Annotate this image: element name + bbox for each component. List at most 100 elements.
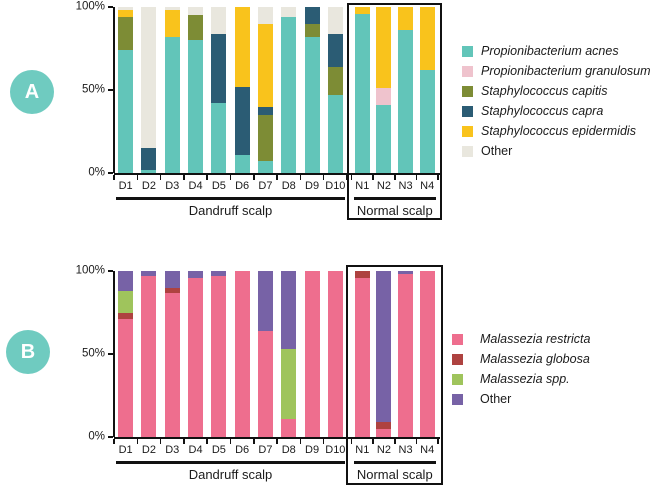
legend-item: Other: [452, 392, 511, 406]
legend-swatch: [452, 393, 463, 405]
segment-n4: [419, 271, 435, 437]
segment-d4: [188, 40, 204, 173]
bar-n1: [354, 7, 370, 173]
y-tick-label: 0%: [88, 430, 105, 443]
category-label-d10: D10: [325, 444, 346, 456]
segment-d1: [118, 271, 134, 291]
panel-a-badge: A: [10, 70, 54, 114]
x-axis-tick: [299, 174, 302, 180]
legend-item: Staphylococcus capra: [462, 104, 603, 118]
segment-d5: [211, 271, 227, 276]
legend-swatch: [462, 105, 473, 117]
segment-n2: [376, 88, 392, 105]
y-axis-line: [113, 271, 115, 437]
category-label-n2: N2: [376, 444, 391, 456]
bar-d8: [281, 7, 297, 173]
segment-d5: [211, 7, 227, 34]
legend-item: Malassezia globosa: [452, 352, 590, 366]
category-label-d3: D3: [165, 180, 180, 192]
bar-d2: [141, 7, 157, 173]
segment-d8: [281, 16, 297, 173]
y-axis-tick: [108, 353, 113, 355]
segment-d7: [257, 23, 273, 107]
legend-label: Malassezia globosa: [480, 352, 590, 366]
x-axis-tick: [437, 174, 439, 180]
segment-d9: [304, 7, 320, 24]
legend-item: Other: [462, 144, 512, 158]
segment-d1: [118, 50, 134, 173]
y-tick-label: 100%: [75, 0, 105, 13]
y-axis-tick: [108, 270, 113, 272]
segment-d2: [141, 148, 157, 170]
segment-n3: [398, 271, 414, 275]
bar-d5: [211, 271, 227, 437]
x-axis-tick: [415, 438, 418, 444]
x-axis-tick: [276, 174, 278, 180]
x-axis-tick: [394, 438, 396, 444]
category-label-n1: N1: [355, 180, 370, 192]
x-axis-line: [114, 173, 440, 175]
segment-d5: [211, 103, 227, 173]
x-axis-tick: [113, 438, 115, 444]
segment-d9: [304, 36, 320, 173]
legend-label: Other: [480, 392, 512, 406]
segment-d3: [164, 36, 180, 173]
category-label-d7: D7: [258, 180, 273, 192]
category-label-d8: D8: [281, 444, 296, 456]
segment-n3: [398, 30, 414, 173]
category-label-d7: D7: [258, 444, 273, 456]
segment-d10: [327, 271, 343, 437]
category-label-d9: D9: [305, 444, 320, 456]
normal-scalp-box: [346, 265, 443, 485]
segment-d10: [327, 33, 343, 67]
x-axis-tick: [372, 174, 374, 180]
segment-n1: [354, 13, 370, 173]
panel-b-badge: B: [6, 330, 50, 374]
category-label-n2: N2: [376, 180, 391, 192]
category-label-d1: D1: [118, 444, 133, 456]
x-axis-tick: [206, 438, 208, 444]
bar-n1: [354, 271, 370, 437]
bar-d8: [281, 271, 297, 437]
category-label-n4: N4: [420, 444, 435, 456]
bar-d2: [141, 271, 157, 437]
bar-n3: [398, 271, 414, 437]
legend-item: Staphylococcus epidermidis: [462, 124, 636, 138]
group-label: Dandruff scalp: [188, 467, 273, 482]
segment-d9: [304, 271, 320, 437]
segment-n1: [354, 277, 370, 437]
x-axis-tick: [206, 174, 208, 180]
segment-d6: [234, 86, 250, 155]
category-label-n3: N3: [398, 180, 413, 192]
segment-n2: [376, 271, 392, 423]
legend-label: Malassezia spp.: [480, 372, 570, 386]
segment-d1: [118, 10, 134, 17]
segment-d7: [257, 161, 273, 173]
legend-label: Staphylococcus capra: [481, 104, 604, 118]
x-axis-tick: [253, 438, 255, 444]
x-axis-tick: [350, 174, 353, 180]
segment-n2: [376, 104, 392, 173]
x-axis-tick: [136, 438, 139, 444]
bar-d1: [118, 7, 134, 173]
segment-d7: [257, 7, 273, 24]
legend-swatch: [452, 353, 463, 365]
category-label-n1: N1: [355, 444, 370, 456]
y-axis-tick: [108, 436, 113, 438]
bar-d4: [188, 271, 204, 437]
group-underline: [116, 197, 345, 200]
legend-swatch: [462, 125, 473, 137]
legend-item: Propionibacterium granulosum: [462, 64, 651, 78]
x-axis-tick: [183, 174, 185, 180]
legend-label: Propionibacterium granulosum: [481, 64, 651, 78]
group-underline: [116, 461, 345, 464]
group-underline: [353, 197, 436, 200]
segment-d3: [164, 292, 180, 437]
segment-d2: [141, 271, 157, 276]
segment-d4: [188, 271, 204, 278]
segment-d8: [281, 7, 297, 17]
legend-item: Malassezia restricta: [452, 332, 590, 346]
bar-n2: [376, 271, 392, 437]
legend-swatch: [452, 373, 463, 385]
